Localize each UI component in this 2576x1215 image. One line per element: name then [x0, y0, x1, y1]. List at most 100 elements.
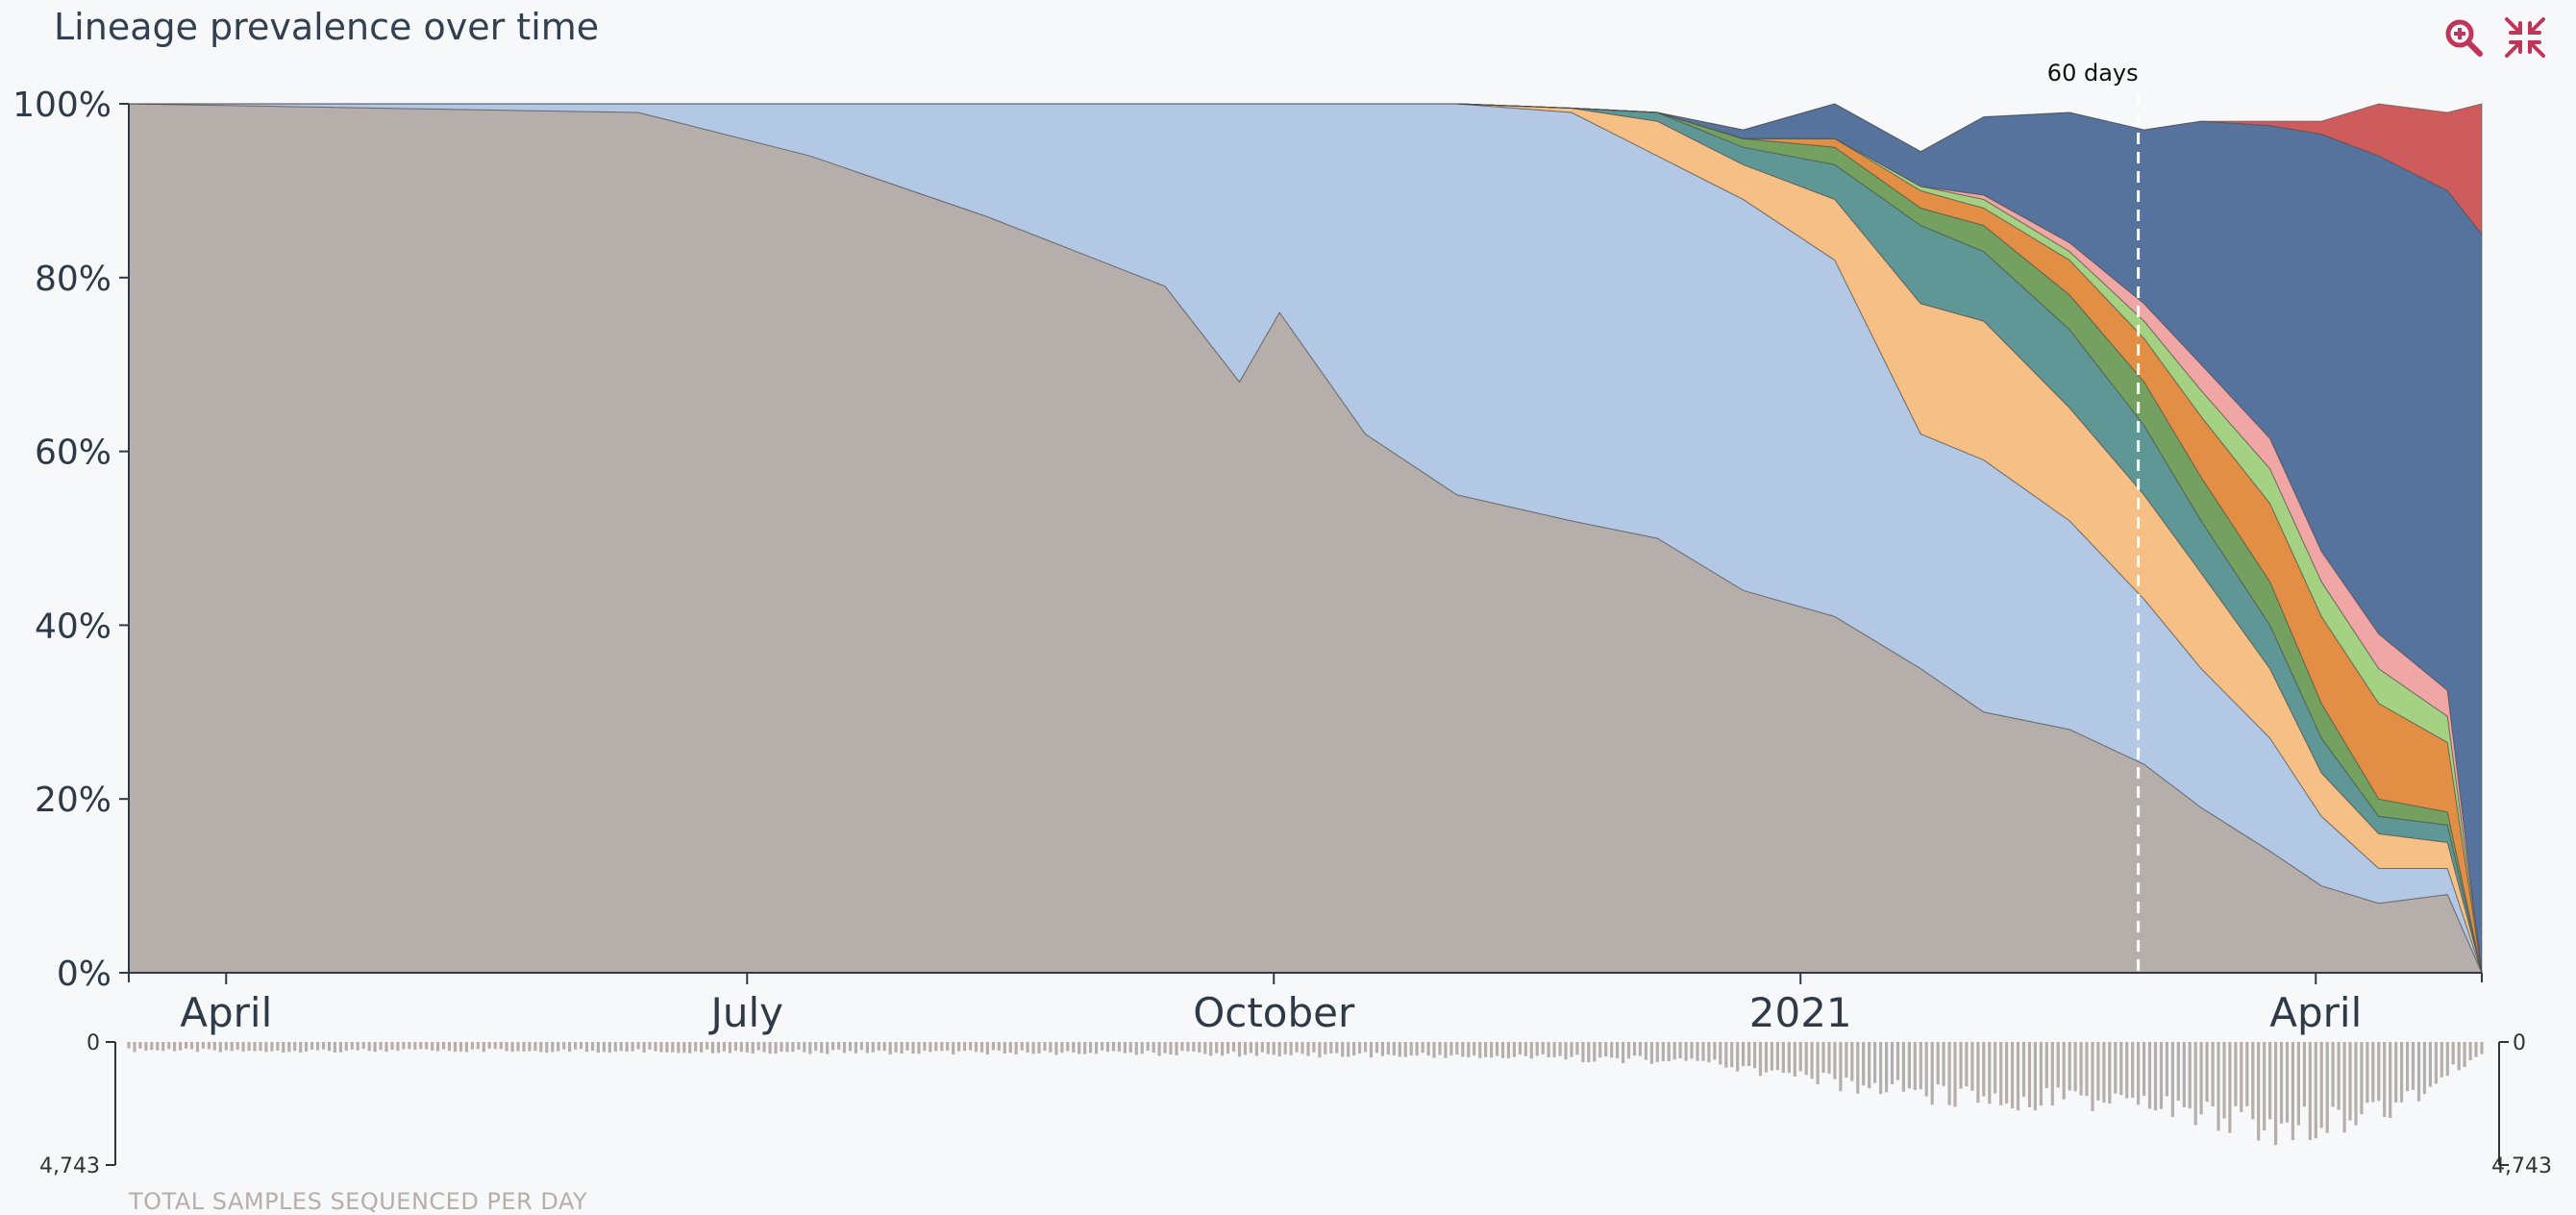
volume-bar	[1696, 1042, 1699, 1061]
volume-bar	[654, 1042, 657, 1052]
volume-bar	[2068, 1042, 2071, 1091]
y-tick-label: 80%	[35, 260, 111, 299]
volume-bar	[1014, 1042, 1018, 1054]
volume-bar	[1604, 1042, 1608, 1057]
volume-bar	[1753, 1042, 1757, 1069]
volume-bar	[1924, 1042, 1928, 1097]
volume-bar	[1879, 1042, 1883, 1095]
volume-bar	[739, 1042, 743, 1053]
volume-bar	[2400, 1042, 2404, 1103]
volume-bar	[1512, 1042, 1516, 1057]
volume-bar	[963, 1042, 967, 1052]
volume-bar	[1409, 1042, 1413, 1055]
volume-bar	[1500, 1042, 1505, 1058]
volume-bar	[1175, 1042, 1178, 1055]
volume-bar	[1770, 1042, 1773, 1071]
volume-bar	[2073, 1042, 2077, 1092]
volume-bar	[1289, 1042, 1293, 1055]
volume-bar	[1575, 1042, 1579, 1055]
volume-bar	[2308, 1042, 2312, 1140]
volume-bar	[253, 1042, 257, 1052]
volume-bar	[241, 1042, 245, 1052]
volume-bar	[952, 1042, 955, 1054]
volume-bar	[2291, 1042, 2294, 1141]
volume-bar	[716, 1042, 721, 1054]
volume-bar	[1111, 1042, 1116, 1052]
x-tick-label: April	[2269, 989, 2362, 1036]
volume-bar	[2234, 1042, 2238, 1106]
volume-bar	[590, 1042, 595, 1051]
volume-bar	[1146, 1042, 1150, 1052]
volume-bar	[1123, 1042, 1127, 1054]
volume-bar	[1610, 1042, 1614, 1058]
volume-bar	[2228, 1042, 2232, 1133]
volume-bar	[1913, 1042, 1917, 1090]
volume-bar	[562, 1042, 566, 1050]
collapse-button[interactable]	[2503, 15, 2547, 60]
volume-bar	[2463, 1042, 2466, 1068]
volume-bar	[2027, 1042, 2032, 1107]
volume-bar	[808, 1042, 812, 1054]
volume-bar	[2302, 1042, 2306, 1107]
volume-bar	[2211, 1042, 2215, 1106]
volume-bar	[1221, 1042, 1225, 1056]
volume-bar	[803, 1042, 806, 1053]
volume-bar	[1616, 1042, 1620, 1058]
volume-bar	[2422, 1042, 2426, 1095]
volume-bar	[1467, 1042, 1471, 1057]
volume-bar	[1661, 1042, 1665, 1061]
volume-bar	[2279, 1042, 2284, 1124]
volume-bar	[1163, 1042, 1167, 1054]
volume-bar	[1839, 1042, 1843, 1092]
volume-bar	[259, 1042, 262, 1052]
volume-bar	[1649, 1042, 1653, 1064]
volume-bar	[367, 1042, 371, 1052]
volume-bar	[1787, 1042, 1791, 1074]
volume-bar	[1266, 1042, 1270, 1054]
volume-bar	[545, 1042, 549, 1054]
x-tick-label: July	[708, 989, 784, 1036]
volume-bar	[2205, 1042, 2209, 1103]
volume-bar	[602, 1042, 606, 1053]
volume-bar	[1026, 1042, 1029, 1053]
volume-bar	[384, 1042, 388, 1053]
volume-bar	[1626, 1042, 1631, 1059]
volume-bar	[1020, 1042, 1024, 1051]
volume-bar	[797, 1042, 801, 1051]
volume-bar	[2153, 1042, 2158, 1111]
volume-bar	[2296, 1042, 2300, 1126]
volume-bar	[2389, 1042, 2392, 1119]
volume-bar	[1295, 1042, 1299, 1053]
volume-bar	[1473, 1042, 1476, 1056]
volume-bar	[2039, 1042, 2043, 1106]
volume-bar	[299, 1042, 303, 1053]
volume-bar	[1724, 1042, 1728, 1068]
volume-bar	[2348, 1042, 2352, 1121]
volume-bar	[350, 1042, 354, 1050]
volume-bar	[1798, 1042, 1802, 1072]
volume-bar	[826, 1042, 830, 1054]
volume-bar	[179, 1042, 183, 1051]
volume-bar	[1994, 1042, 1997, 1094]
volume-bar	[2165, 1042, 2168, 1097]
volume-bar	[1209, 1042, 1213, 1056]
volume-bar	[1827, 1042, 1831, 1074]
volume-zero-label-right: 0	[2513, 1031, 2526, 1055]
volume-bar	[2285, 1042, 2290, 1123]
volume-bar	[1461, 1042, 1465, 1057]
volume-bar	[528, 1042, 532, 1052]
volume-bar	[1105, 1042, 1110, 1053]
volume-bar	[722, 1042, 726, 1052]
volume-bar	[842, 1042, 847, 1054]
zoom-button[interactable]	[2441, 15, 2486, 60]
volume-bar	[1043, 1042, 1047, 1051]
volume-bar	[1283, 1042, 1287, 1054]
volume-bar	[923, 1042, 927, 1052]
volume-bar	[2325, 1042, 2329, 1133]
volume-bar	[1885, 1042, 1889, 1093]
volume-bar	[1392, 1042, 1396, 1055]
volume-bar	[969, 1042, 973, 1051]
volume-bar	[2050, 1042, 2054, 1105]
volume-bar	[1495, 1042, 1499, 1056]
